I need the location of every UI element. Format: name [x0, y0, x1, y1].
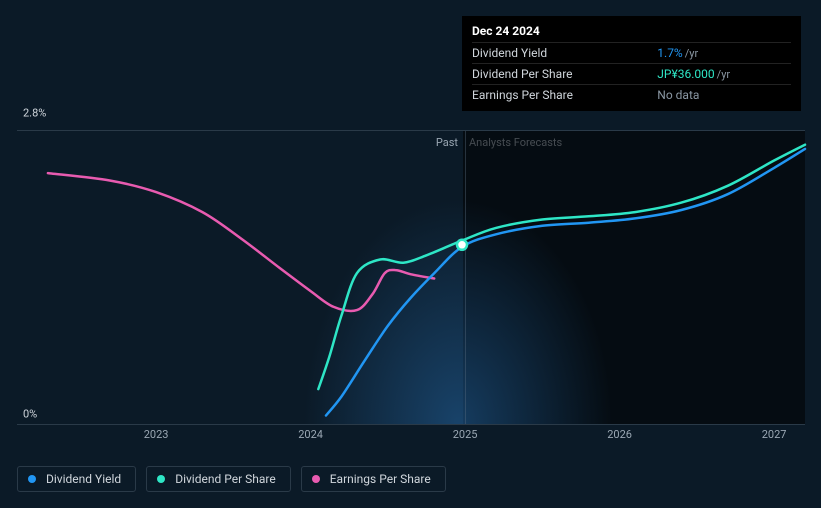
tooltip-row-value: 1.7%	[657, 46, 682, 60]
x-tick: 2025	[453, 428, 478, 441]
hover-marker	[457, 240, 467, 250]
x-tick: 2024	[298, 428, 323, 441]
tooltip-row-unit: /yr	[685, 47, 698, 60]
legend-dot	[28, 475, 36, 483]
chart-lines	[17, 131, 805, 426]
y-tick-bottom: 0%	[23, 408, 37, 421]
legend-dot	[312, 475, 320, 483]
x-tick: 2027	[762, 428, 787, 441]
tooltip-row-label: Dividend Yield	[472, 43, 657, 64]
legend: Dividend Yield Dividend Per Share Earnin…	[17, 466, 446, 492]
legend-dot	[157, 475, 165, 483]
tooltip-row: Dividend Yield 1.7%/yr	[472, 43, 791, 64]
tooltip-row-unit: /yr	[717, 68, 730, 81]
tooltip-row-label: Earnings Per Share	[472, 85, 657, 106]
tooltip-date: Dec 24 2024	[472, 24, 791, 42]
x-axis: 2023 2024 2025 2026 2027	[17, 428, 805, 448]
legend-label: Dividend Yield	[46, 472, 121, 486]
tooltip-row-value: No data	[657, 88, 699, 102]
line-dividend-per-share	[318, 145, 805, 389]
legend-label: Dividend Per Share	[175, 472, 276, 486]
legend-label: Earnings Per Share	[330, 472, 431, 486]
plot-area[interactable]: 0%	[17, 130, 805, 425]
tooltip-row: Dividend Per Share JP¥36.000/yr	[472, 64, 791, 85]
tooltip-row: Earnings Per Share No data	[472, 85, 791, 106]
line-earnings-per-share	[48, 173, 434, 311]
legend-item-dividend-per-share[interactable]: Dividend Per Share	[146, 466, 291, 492]
hover-tooltip: Dec 24 2024 Dividend Yield 1.7%/yr Divid…	[462, 16, 801, 111]
tooltip-row-value: JP¥36.000	[657, 67, 714, 81]
tooltip-row-label: Dividend Per Share	[472, 64, 657, 85]
line-dividend-yield	[326, 149, 805, 416]
x-tick: 2023	[144, 428, 169, 441]
y-tick-top: 2.8%	[23, 107, 46, 120]
legend-item-earnings-per-share[interactable]: Earnings Per Share	[301, 466, 446, 492]
x-tick: 2026	[607, 428, 632, 441]
legend-item-dividend-yield[interactable]: Dividend Yield	[17, 466, 136, 492]
tooltip-table: Dividend Yield 1.7%/yr Dividend Per Shar…	[472, 42, 791, 105]
